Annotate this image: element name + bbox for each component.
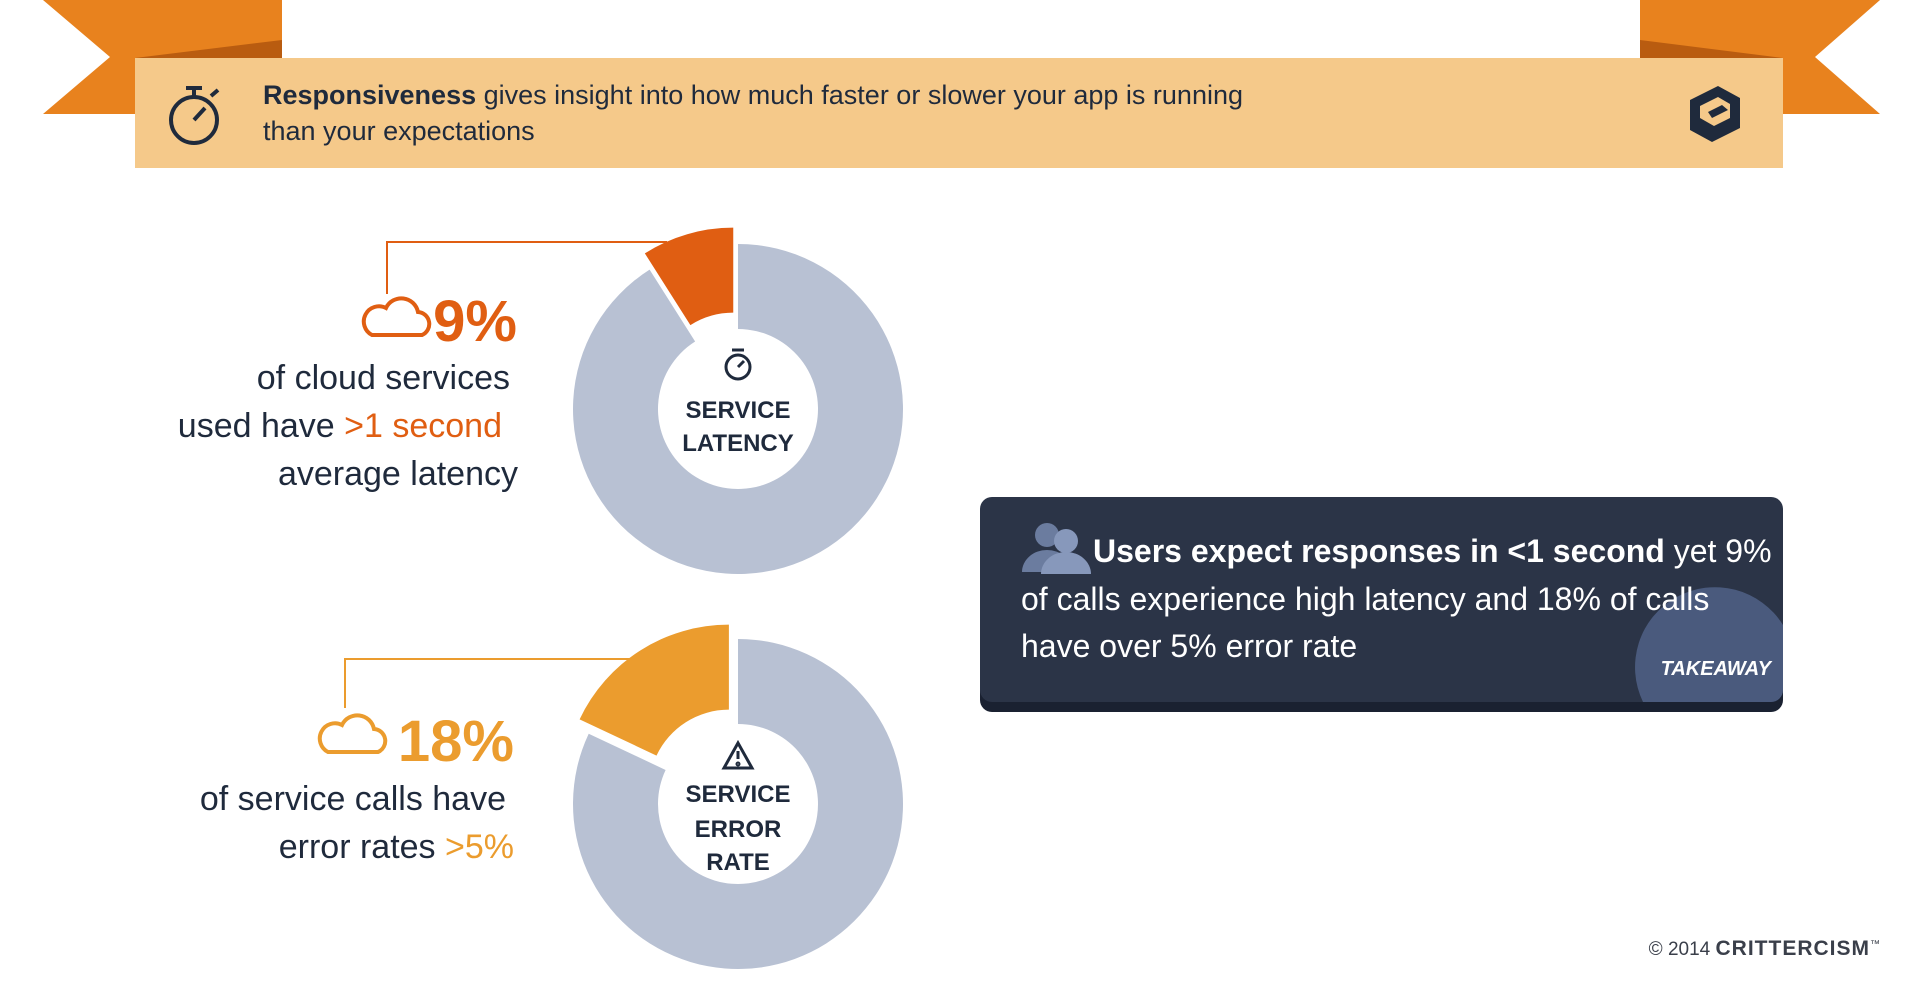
center-label: ERROR [695, 816, 782, 843]
takeaway-text: yet 9% [1665, 533, 1772, 569]
center-label: SERVICE [686, 397, 791, 424]
footer: © 2014 CRITTERCISM™ [1649, 937, 1880, 960]
takeaway-badge-label: TAKEAWAY [1661, 658, 1773, 680]
donut-rest [572, 244, 903, 574]
description: average latency [278, 455, 518, 493]
brand: CRITTERCISM [1716, 937, 1871, 960]
leader-line [386, 241, 667, 294]
takeaway-text: have over 5% error rate [1021, 628, 1357, 664]
header-line: Responsiveness gives insight into how mu… [263, 80, 1243, 110]
cloud-icon [317, 713, 388, 754]
value-label: 18% [398, 709, 514, 774]
center-label: SERVICE [686, 781, 791, 808]
ribbon-fold [135, 40, 282, 58]
description-highlight: >5% [445, 828, 514, 866]
icon-part [735, 761, 741, 767]
icon-part [724, 353, 752, 381]
trademark: ™ [1870, 939, 1880, 950]
users-icon [1022, 523, 1091, 574]
description: of cloud services [257, 359, 510, 397]
leader-line [344, 658, 667, 708]
takeaway-lead: Users expect responses in <1 second [1093, 533, 1665, 569]
donut-slice [579, 624, 729, 756]
description: error rates [279, 828, 445, 866]
header-text: gives insight into how much faster or sl… [476, 80, 1243, 110]
description-highlight: >1 second [344, 407, 502, 445]
takeaway-text: of calls experience high latency and 18%… [1021, 581, 1709, 617]
donut-slice [644, 227, 734, 326]
stopwatch-icon [724, 348, 752, 381]
center-label: LATENCY [682, 430, 794, 457]
description: of service calls have [200, 780, 506, 818]
warning-icon [721, 739, 755, 770]
header-lead: Responsiveness [263, 80, 476, 110]
ribbon-fold [1640, 40, 1783, 58]
icon-part [736, 359, 746, 369]
stopwatch-icon [169, 86, 220, 145]
description: used have [178, 407, 344, 445]
cloud-icon [361, 296, 432, 337]
center-label: RATE [706, 849, 770, 876]
icon-part [721, 739, 755, 770]
takeaway-badge [1635, 587, 1783, 702]
takeaway-line: Users expect responses in <1 second yet … [1093, 533, 1772, 569]
header-band [135, 58, 1783, 168]
takeaway-box [980, 497, 1783, 702]
header-text: than your expectations [263, 116, 535, 146]
donut-rest [572, 639, 903, 969]
value-label: 9% [433, 289, 517, 354]
description-line: error rates >5% [279, 828, 514, 866]
copyright: © 2014 [1649, 939, 1716, 960]
description-line: used have >1 second [178, 407, 502, 445]
logo-icon [1690, 86, 1740, 142]
